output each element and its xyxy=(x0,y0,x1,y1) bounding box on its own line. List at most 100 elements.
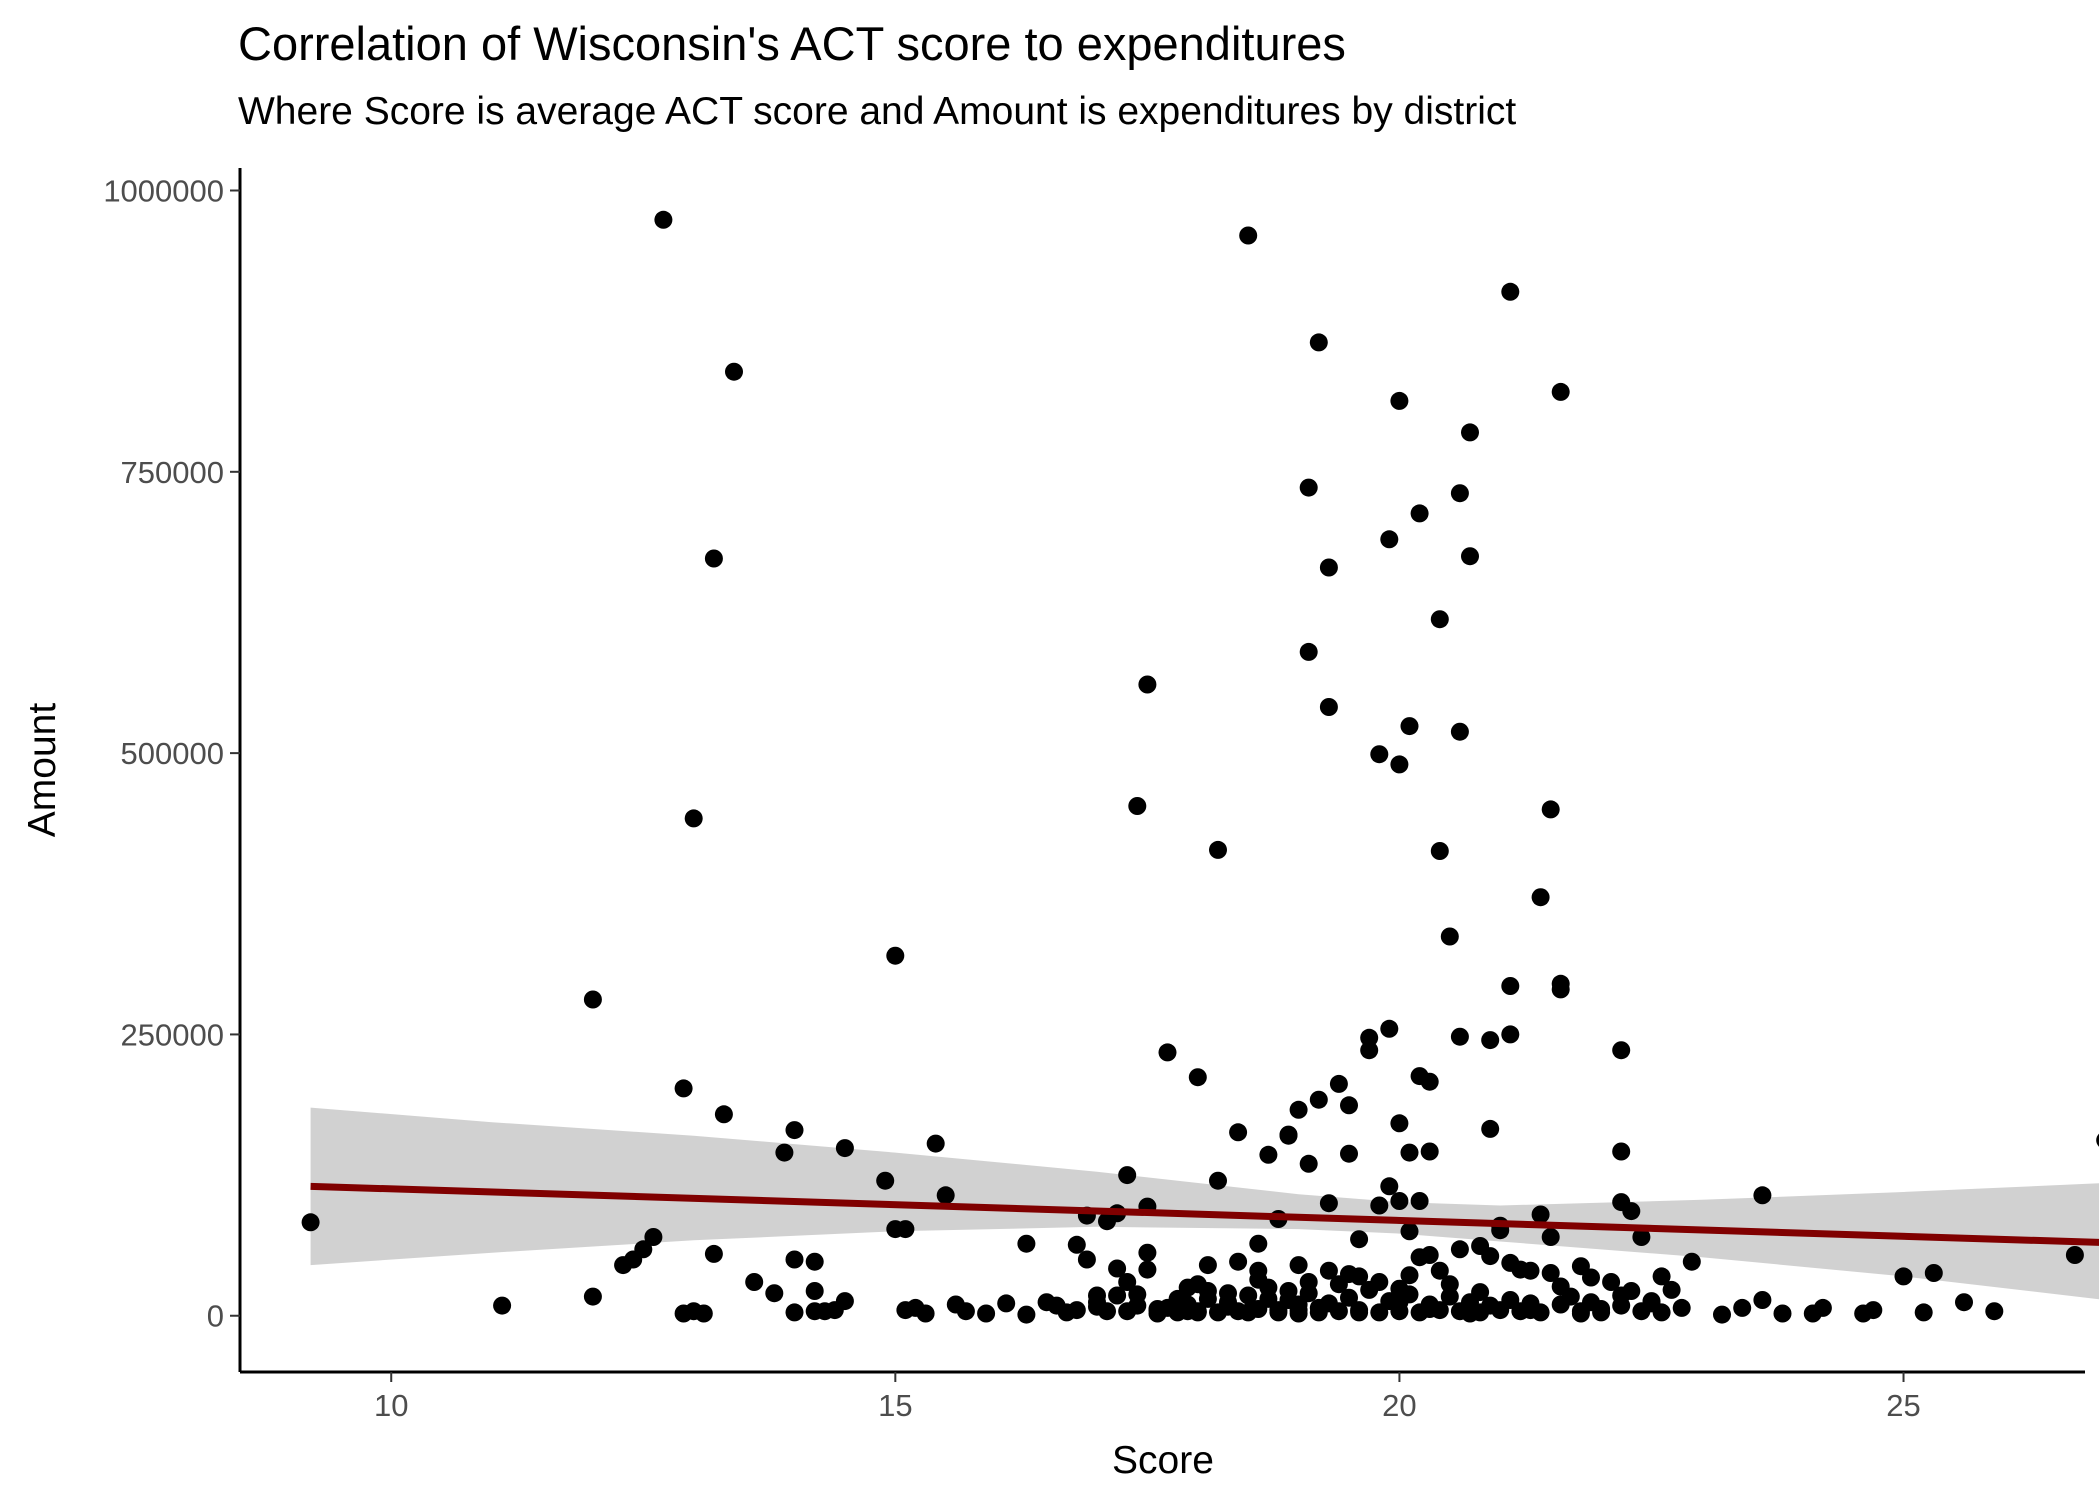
data-point xyxy=(1481,1247,1500,1266)
data-point xyxy=(1481,1296,1500,1315)
data-point xyxy=(1541,1228,1560,1246)
data-point xyxy=(1067,1235,1086,1254)
data-point xyxy=(1612,1142,1631,1161)
y-tick-label: 0 xyxy=(207,1299,224,1334)
data-point xyxy=(1249,1270,1268,1289)
data-point xyxy=(1400,1222,1419,1241)
data-point xyxy=(1319,698,1338,716)
data-point xyxy=(704,1244,723,1263)
data-point xyxy=(1864,1301,1883,1320)
data-point xyxy=(805,1252,824,1271)
data-point xyxy=(1440,1287,1459,1306)
data-point xyxy=(1340,1144,1358,1163)
data-point xyxy=(1390,1279,1409,1298)
data-point xyxy=(1622,1202,1641,1221)
confidence-band-layer xyxy=(310,1107,2099,1300)
data-point xyxy=(1077,1250,1096,1269)
data-point xyxy=(1209,840,1227,859)
data-point xyxy=(1481,1031,1500,1050)
data-point xyxy=(1481,1119,1500,1138)
data-point xyxy=(1360,1028,1379,1047)
data-point xyxy=(1289,1256,1308,1275)
data-point xyxy=(1400,717,1419,736)
data-point xyxy=(725,362,743,381)
data-point xyxy=(1551,1277,1570,1296)
data-point xyxy=(1360,1041,1379,1060)
data-point xyxy=(1118,1166,1137,1185)
data-point xyxy=(876,1171,895,1190)
data-point xyxy=(1471,1283,1490,1302)
data-point xyxy=(926,1134,945,1153)
data-point xyxy=(1118,1273,1137,1291)
data-point xyxy=(1430,610,1449,629)
data-point xyxy=(1461,547,1479,566)
data-point xyxy=(1632,1228,1651,1246)
fit-line xyxy=(310,1182,2099,1246)
data-point xyxy=(1440,1275,1459,1294)
data-point xyxy=(1521,1261,1540,1280)
data-point xyxy=(1894,1267,1913,1286)
data-point xyxy=(1319,1194,1338,1213)
data-point xyxy=(694,1304,713,1323)
data-point xyxy=(745,1273,764,1291)
data-point xyxy=(835,1139,854,1158)
data-point xyxy=(1642,1294,1661,1313)
data-point xyxy=(886,946,905,965)
data-point xyxy=(1501,282,1520,301)
data-point xyxy=(1410,504,1429,523)
y-axis-title: Amount xyxy=(21,703,64,838)
data-point xyxy=(1551,974,1570,993)
data-point xyxy=(2065,1246,2084,1264)
data-point xyxy=(1350,1230,1369,1249)
data-point xyxy=(1551,382,1570,401)
data-point xyxy=(1128,797,1147,815)
data-point xyxy=(301,1213,320,1232)
data-point xyxy=(1501,1025,1520,1044)
data-point xyxy=(1309,1090,1328,1109)
y-tick-label: 500000 xyxy=(121,736,224,771)
data-point xyxy=(1924,1264,1943,1282)
data-point xyxy=(956,1302,975,1321)
data-point xyxy=(1682,1252,1701,1271)
data-point xyxy=(1350,1301,1369,1320)
data-point xyxy=(1450,1240,1469,1259)
data-point xyxy=(1612,1041,1631,1060)
y-tick-label: 250000 xyxy=(121,1017,224,1052)
data-point xyxy=(1360,1280,1379,1299)
data-point xyxy=(1672,1298,1691,1317)
data-point xyxy=(654,210,673,229)
data-point xyxy=(1329,1074,1348,1093)
data-point xyxy=(785,1303,804,1322)
data-point xyxy=(1108,1259,1127,1278)
data-point xyxy=(1380,1292,1399,1311)
data-point xyxy=(1319,558,1338,577)
x-axis-title: Score xyxy=(1112,1439,1214,1482)
data-point xyxy=(1229,1252,1248,1271)
data-point xyxy=(1541,1264,1560,1282)
x-tick-label: 10 xyxy=(374,1388,408,1423)
data-point xyxy=(1188,1303,1207,1322)
data-point xyxy=(1289,1100,1308,1119)
data-point xyxy=(1955,1293,1973,1312)
data-point xyxy=(583,1287,602,1306)
data-point xyxy=(1733,1298,1752,1317)
y-tick-label: 750000 xyxy=(121,455,224,490)
data-point xyxy=(1340,1288,1358,1307)
data-point xyxy=(1461,423,1479,442)
data-point xyxy=(1551,1295,1570,1314)
data-point xyxy=(1582,1293,1600,1312)
data-point xyxy=(1340,1265,1358,1284)
y-ticks: 0 250000 500000 750000 1000000 xyxy=(103,174,240,1334)
data-point xyxy=(1753,1291,1772,1309)
data-point xyxy=(1158,1043,1177,1062)
data-point xyxy=(1420,1142,1439,1161)
data-point xyxy=(1450,484,1469,503)
data-point xyxy=(1420,1246,1439,1264)
data-point xyxy=(1370,745,1389,764)
data-point xyxy=(1017,1234,1036,1253)
x-tick-label: 25 xyxy=(1886,1388,1920,1423)
data-point xyxy=(1299,642,1318,661)
x-ticks: 10 15 20 25 xyxy=(374,1372,1921,1423)
data-point xyxy=(1138,1243,1157,1262)
data-point xyxy=(1501,977,1520,995)
